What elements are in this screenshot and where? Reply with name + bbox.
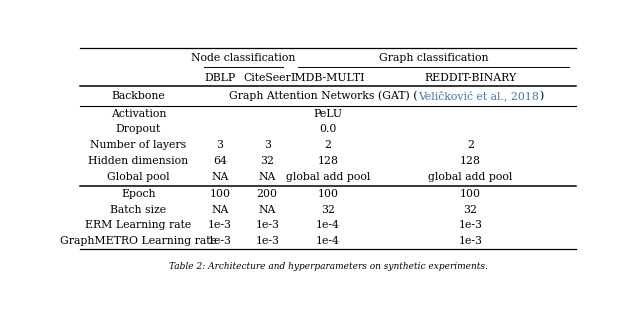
Text: 100: 100 bbox=[460, 189, 481, 199]
Text: REDDIT-BINARY: REDDIT-BINARY bbox=[424, 73, 516, 82]
Text: 32: 32 bbox=[463, 205, 477, 215]
Text: 1e-3: 1e-3 bbox=[459, 220, 483, 230]
Text: 128: 128 bbox=[317, 156, 339, 166]
Text: Node classification: Node classification bbox=[191, 53, 296, 64]
Text: Hidden dimension: Hidden dimension bbox=[88, 156, 188, 166]
Text: NA: NA bbox=[259, 205, 276, 215]
Text: Graph classification: Graph classification bbox=[379, 53, 488, 64]
Text: IMDB-MULTI: IMDB-MULTI bbox=[291, 73, 365, 82]
Text: 1e-4: 1e-4 bbox=[316, 236, 340, 246]
Text: DBLP: DBLP bbox=[205, 73, 236, 82]
Text: 128: 128 bbox=[460, 156, 481, 166]
Text: Batch size: Batch size bbox=[110, 205, 166, 215]
Text: 1e-4: 1e-4 bbox=[316, 220, 340, 230]
Text: Epoch: Epoch bbox=[121, 189, 156, 199]
Text: 2: 2 bbox=[324, 140, 332, 150]
Text: 1e-3: 1e-3 bbox=[208, 220, 232, 230]
Text: Number of layers: Number of layers bbox=[90, 140, 186, 150]
Text: Dropout: Dropout bbox=[116, 124, 161, 134]
Text: GraphMETRO Learning rate: GraphMETRO Learning rate bbox=[60, 236, 217, 246]
Text: 1e-3: 1e-3 bbox=[255, 236, 279, 246]
Text: Backbone: Backbone bbox=[111, 91, 165, 101]
Text: 100: 100 bbox=[317, 189, 339, 199]
Text: 32: 32 bbox=[321, 205, 335, 215]
Text: 2: 2 bbox=[467, 140, 474, 150]
Text: Global pool: Global pool bbox=[107, 172, 170, 182]
Text: Graph Attention Networks (GAT) (: Graph Attention Networks (GAT) ( bbox=[229, 91, 418, 101]
Text: global add pool: global add pool bbox=[286, 172, 370, 182]
Text: Activation: Activation bbox=[111, 108, 166, 119]
Text: 64: 64 bbox=[213, 156, 227, 166]
Text: 3: 3 bbox=[216, 140, 223, 150]
Text: 1e-3: 1e-3 bbox=[255, 220, 279, 230]
Text: 32: 32 bbox=[260, 156, 275, 166]
Text: ): ) bbox=[539, 91, 543, 101]
Text: NA: NA bbox=[211, 205, 229, 215]
Text: global add pool: global add pool bbox=[428, 172, 513, 182]
Text: PeLU: PeLU bbox=[314, 108, 342, 119]
Text: Veličković et al., 2018: Veličković et al., 2018 bbox=[418, 91, 539, 101]
Text: Table 2: Architecture and hyperparameters on synthetic experiments.: Table 2: Architecture and hyperparameter… bbox=[168, 262, 488, 271]
Text: ERM Learning rate: ERM Learning rate bbox=[85, 220, 191, 230]
Text: CiteSeer: CiteSeer bbox=[243, 73, 291, 82]
Text: 3: 3 bbox=[264, 140, 271, 150]
Text: 100: 100 bbox=[210, 189, 230, 199]
Text: 200: 200 bbox=[257, 189, 278, 199]
Text: 0.0: 0.0 bbox=[319, 124, 337, 134]
Text: 1e-3: 1e-3 bbox=[208, 236, 232, 246]
Text: NA: NA bbox=[259, 172, 276, 182]
Text: 1e-3: 1e-3 bbox=[459, 236, 483, 246]
Text: NA: NA bbox=[211, 172, 229, 182]
